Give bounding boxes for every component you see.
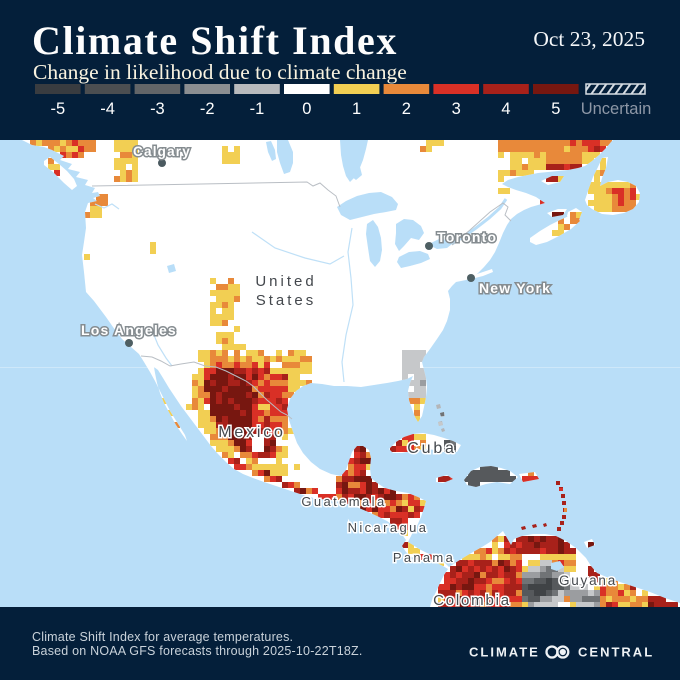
svg-text:Guyana: Guyana xyxy=(559,573,617,588)
svg-text:0: 0 xyxy=(302,100,311,118)
svg-text:United: United xyxy=(255,273,316,290)
svg-text:5: 5 xyxy=(551,100,560,118)
svg-text:New York: New York xyxy=(479,280,551,296)
svg-text:2: 2 xyxy=(402,100,411,118)
svg-text:Mexico: Mexico xyxy=(218,424,285,441)
svg-text:Toronto: Toronto xyxy=(437,229,497,245)
svg-text:Colombia: Colombia xyxy=(433,592,511,607)
svg-text:1: 1 xyxy=(352,100,361,118)
svg-text:Los Angeles: Los Angeles xyxy=(81,322,177,338)
svg-text:Calgary: Calgary xyxy=(133,144,191,159)
svg-text:Uncertain: Uncertain xyxy=(581,100,652,118)
svg-text:Cuba: Cuba xyxy=(407,440,456,457)
svg-text:-3: -3 xyxy=(150,100,165,118)
svg-text:-2: -2 xyxy=(200,100,215,118)
svg-text:3: 3 xyxy=(452,100,461,118)
svg-text:Nicaragua: Nicaragua xyxy=(348,520,429,535)
svg-text:Panama: Panama xyxy=(393,550,455,565)
svg-text:Guatemala: Guatemala xyxy=(301,494,386,509)
svg-text:4: 4 xyxy=(501,100,510,118)
svg-text:-1: -1 xyxy=(250,100,265,118)
svg-text:States: States xyxy=(256,292,317,309)
svg-text:-5: -5 xyxy=(50,100,65,118)
svg-text:-4: -4 xyxy=(100,100,115,118)
